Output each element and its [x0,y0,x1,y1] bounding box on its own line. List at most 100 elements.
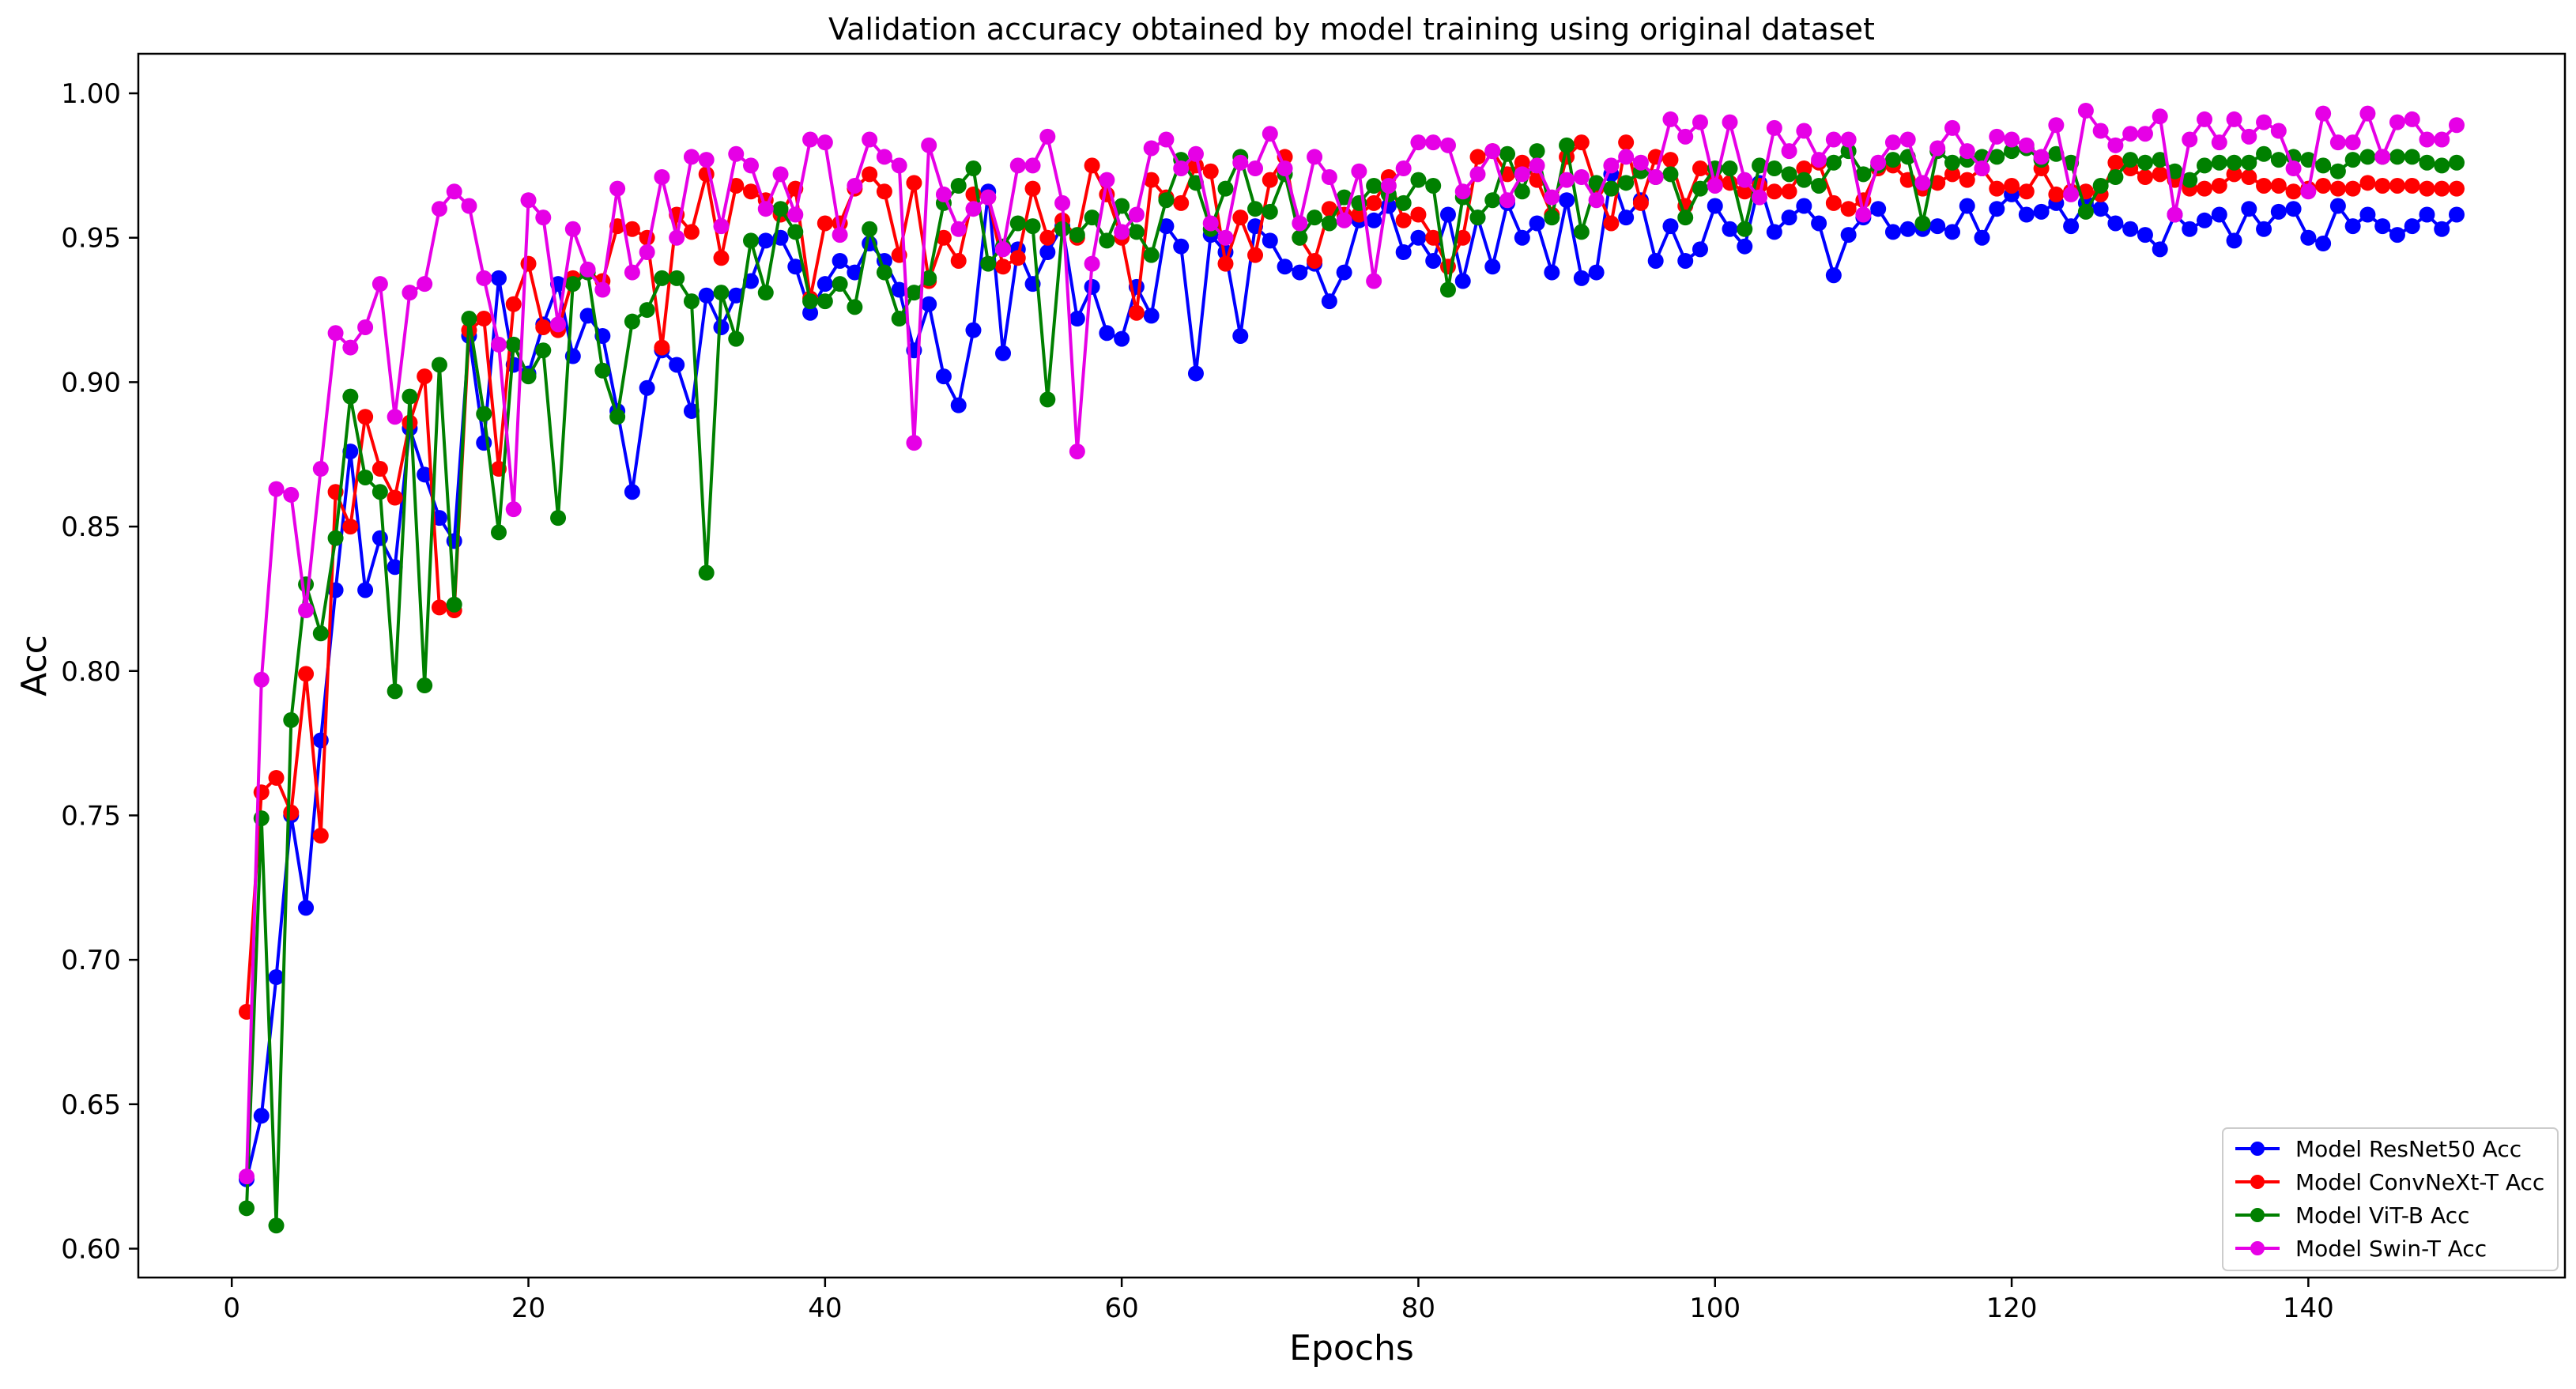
y-tick-label: 0.95 [61,223,121,255]
data-point [1069,443,1085,460]
data-point [1899,131,1916,148]
data-point [2226,232,2242,249]
data-point [935,368,952,385]
data-point [2211,134,2227,151]
data-point [1618,209,1635,226]
data-point [579,261,596,277]
data-point [950,252,967,269]
data-point [550,510,567,527]
data-point [1514,183,1530,200]
data-point [950,221,967,237]
legend-item: Model ConvNeXt-T Acc [2235,1169,2544,1195]
data-point [387,409,403,425]
data-point [2449,154,2465,171]
data-point [2211,154,2227,171]
data-point [654,339,670,356]
data-point [1084,255,1100,272]
data-point [1247,201,1264,217]
data-point [669,270,685,286]
data-point [2107,137,2124,153]
data-point [683,224,700,240]
data-point [1544,264,1560,281]
data-point [1559,172,1575,188]
data-point [1009,250,1026,266]
axis-ticks: 0 20 40 60 80 100 120 140 0.60 0.65 0.70 0.75 0.80 0.… [61,78,2334,1324]
data-point [1811,152,1827,168]
data-point [1870,201,1887,217]
legend-label: Model ViT-B Acc [2295,1202,2470,1229]
data-point [476,311,492,327]
data-point [2004,131,2020,148]
data-point [1588,192,1605,209]
data-point [476,270,492,286]
data-point [1618,149,1635,165]
data-point [1899,221,1916,237]
data-point [1884,224,1901,240]
data-point [2122,152,2139,168]
data-point [1247,160,1264,177]
data-point [2048,186,2065,202]
data-point [312,625,329,642]
data-point [2434,180,2450,197]
data-point [1825,267,1842,284]
data-point [1514,166,1530,183]
data-point [2434,221,2450,237]
data-point [402,388,418,405]
data-point [1781,143,1797,160]
data-point [2182,221,2198,237]
data-point [2359,175,2376,191]
data-point [698,152,715,168]
data-point [2329,198,2346,214]
data-point [2092,201,2109,217]
data-point [847,177,863,194]
data-point [1825,194,1842,211]
data-point [1454,273,1471,289]
data-point [1410,134,1427,151]
data-point [2329,134,2346,151]
data-point [713,250,730,266]
data-point [1766,119,1782,136]
data-point [1395,160,1412,177]
data-point [2241,128,2257,145]
data-point [1796,160,1812,177]
data-point [1158,192,1175,209]
data-point [1811,177,1827,194]
data-point [921,296,937,312]
data-point [1173,238,1190,255]
data-point [1232,209,1249,226]
data-point [2285,160,2302,177]
data-point [2107,154,2124,171]
data-point [1781,166,1797,183]
data-point [1692,241,1708,258]
data-point [268,1217,285,1234]
data-point [2419,206,2435,223]
data-point [698,564,715,581]
data-point [1054,194,1071,211]
legend-box [2222,1127,2559,1271]
data-point [1603,157,1620,174]
data-point [743,183,760,200]
data-point [1366,194,1382,211]
data-point [2063,186,2080,202]
data-point [906,175,922,191]
data-point [2359,206,2376,223]
data-point [1039,128,1056,145]
data-point [728,177,745,194]
data-point [446,183,462,200]
data-point [1084,209,1100,226]
data-point [535,342,552,359]
data-point [995,241,1012,258]
data-point [1914,175,1931,191]
data-point [1647,252,1664,269]
data-point [2270,203,2287,220]
data-point [832,227,848,243]
data-point [2300,183,2317,200]
data-point [1484,259,1501,275]
plot-frame [137,52,2567,1279]
data-point [1884,134,1901,151]
data-point [2344,180,2361,197]
series-1 [238,166,2465,1187]
data-point [505,501,522,518]
data-point [698,287,715,304]
